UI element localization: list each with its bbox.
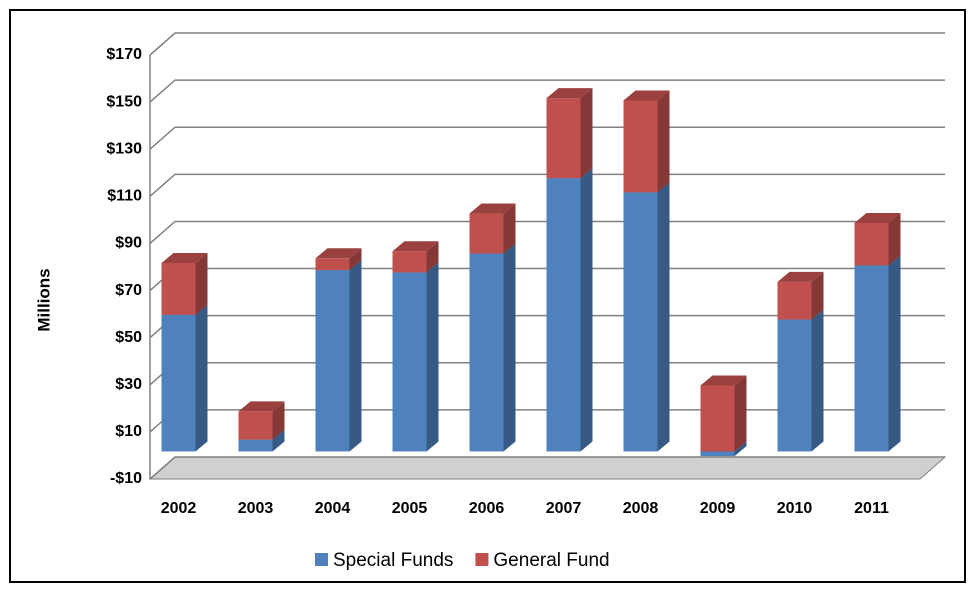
- x-tick-label: 2011: [854, 500, 889, 517]
- bar: [392, 272, 427, 452]
- x-tick-label: 2003: [238, 500, 274, 517]
- legend-label: Special Funds: [333, 550, 453, 571]
- grid-line: [149, 79, 945, 103]
- y-tick-label: $90: [115, 235, 142, 252]
- y-axis-label: Millions: [34, 268, 53, 331]
- x-tick-label: 2006: [469, 500, 505, 517]
- bar: [777, 319, 812, 452]
- y-tick-label: $110: [107, 188, 142, 205]
- grid-line: [149, 220, 945, 245]
- bar-side: [734, 441, 747, 457]
- bar-side: [503, 203, 516, 254]
- bar-side: [580, 88, 593, 179]
- y-tick-label: $50: [115, 329, 142, 346]
- grid-line: [149, 456, 945, 480]
- grid-line: [149, 126, 945, 150]
- bar-side: [426, 262, 439, 452]
- bar-top: [161, 253, 208, 263]
- y-tick-label: $130: [106, 140, 142, 157]
- bar: [161, 314, 196, 452]
- bar-side: [657, 90, 670, 193]
- legend-swatch: [315, 553, 328, 566]
- bar-side: [503, 243, 516, 452]
- bar: [315, 270, 350, 452]
- bar-top: [392, 241, 439, 252]
- x-tick-label: 2002: [161, 500, 197, 517]
- grid-line: [149, 173, 945, 197]
- bar-top: [854, 212, 901, 223]
- bar-side: [580, 168, 593, 452]
- legend-label: General Fund: [493, 550, 609, 571]
- bar: [854, 222, 889, 266]
- floor: [148, 456, 947, 480]
- x-tick-label: 2005: [392, 500, 428, 517]
- bar-side: [426, 241, 439, 273]
- bar: [546, 98, 581, 179]
- bar: [469, 213, 504, 254]
- bar: [238, 439, 273, 452]
- x-tick-label: 2009: [700, 500, 736, 517]
- bar-side: [272, 401, 285, 440]
- bar-top: [469, 203, 516, 214]
- bar-side: [811, 271, 824, 320]
- x-tick-label: 2007: [546, 500, 582, 517]
- bar-top: [700, 375, 747, 386]
- bar-top: [623, 90, 670, 101]
- bar: [777, 281, 812, 320]
- bar: [161, 263, 196, 315]
- bar-side: [888, 255, 901, 452]
- grid-line: [149, 32, 945, 56]
- bar-side: [888, 212, 901, 266]
- bar-side: [657, 182, 670, 452]
- bar-side: [195, 304, 208, 452]
- bar-side: [272, 429, 285, 452]
- bar: [469, 253, 504, 452]
- bar: [854, 265, 889, 452]
- bar-top: [238, 401, 285, 412]
- bar-side: [349, 248, 362, 271]
- x-tick-label: 2008: [623, 500, 659, 517]
- y-tick-label: $150: [106, 93, 142, 110]
- bar: [700, 451, 735, 457]
- bar: [546, 178, 581, 452]
- bar-top: [315, 248, 362, 259]
- x-tick-label: 2004: [315, 500, 351, 517]
- bar-side: [195, 253, 208, 315]
- bar-side: [811, 309, 824, 452]
- bar-top: [546, 88, 593, 99]
- bar: [392, 251, 427, 273]
- bar-side: [734, 375, 747, 452]
- bar-side: [349, 260, 362, 452]
- y-tick-label: $70: [115, 282, 142, 299]
- y-tick-label: $30: [115, 376, 142, 393]
- y-tick-label: -$10: [110, 470, 142, 487]
- x-tick-label: 2010: [777, 500, 813, 517]
- bar: [238, 411, 273, 440]
- legend-swatch: [475, 553, 489, 566]
- bar: [700, 385, 735, 452]
- bar: [315, 258, 350, 271]
- bar: [623, 192, 658, 452]
- bar-top: [777, 271, 824, 282]
- bar: [623, 100, 658, 193]
- y-tick-label: $10: [115, 423, 142, 440]
- y-tick-label: $170: [106, 46, 142, 63]
